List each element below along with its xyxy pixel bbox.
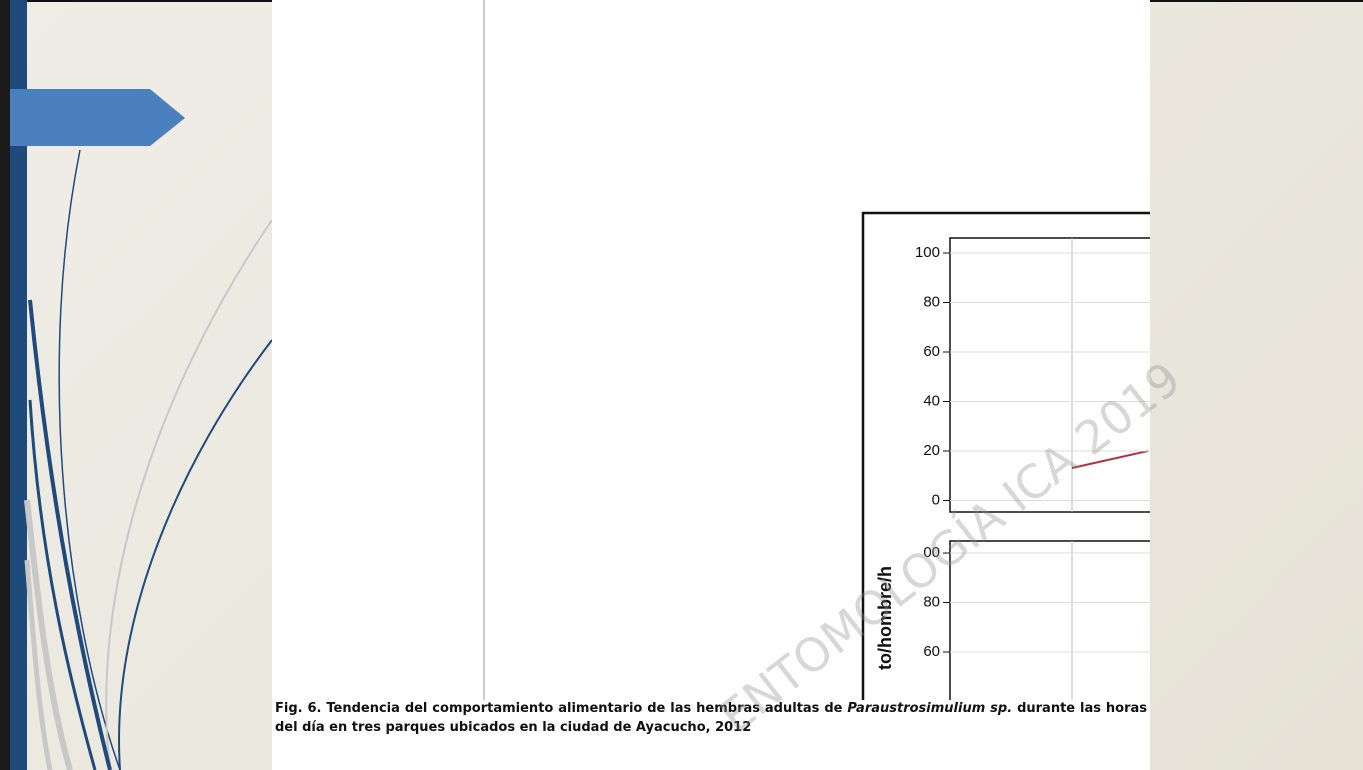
y-tick-label: 100 bbox=[915, 244, 940, 261]
curve bbox=[24, 499, 73, 770]
y-tick-label: 0 bbox=[932, 491, 940, 508]
y-tick-label: 40 bbox=[923, 392, 940, 409]
y-tick-label: 20 bbox=[923, 442, 940, 459]
curve bbox=[118, 339, 273, 770]
left-bar bbox=[10, 0, 27, 770]
y-tick-label: 60 bbox=[923, 343, 940, 360]
arrow bbox=[10, 89, 185, 146]
species-name: Paraustrosimulium sp. bbox=[847, 701, 1013, 716]
panel-frame bbox=[949, 237, 1150, 513]
curve bbox=[105, 219, 273, 770]
curve bbox=[28, 299, 112, 770]
axis-label: to/hombre/h bbox=[875, 566, 895, 670]
curve bbox=[28, 399, 97, 770]
left-border bbox=[0, 0, 10, 770]
curve bbox=[24, 559, 53, 770]
content-area bbox=[272, 0, 1150, 770]
curve bbox=[58, 149, 121, 770]
y-tick-label: 80 bbox=[923, 293, 940, 310]
y-tick-label: 60 bbox=[923, 643, 940, 660]
panel-frame bbox=[949, 540, 1150, 700]
caption-text: durante las horas del día en tres parque… bbox=[275, 701, 1148, 735]
y-tick-label: 00 bbox=[923, 544, 940, 561]
y-tick-label: 80 bbox=[923, 593, 940, 610]
caption-text: Fig. 6. Tendencia del comportamiento ali… bbox=[275, 701, 848, 716]
data-line bbox=[1071, 450, 1149, 469]
figure-frame bbox=[861, 211, 1150, 700]
caption: Fig. 6. Tendencia del comportamiento ali… bbox=[275, 700, 1147, 737]
